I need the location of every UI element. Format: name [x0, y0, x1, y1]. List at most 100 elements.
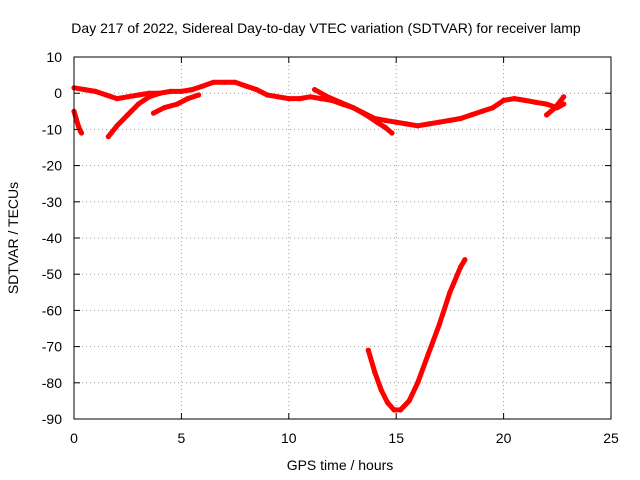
y-tick-label: 0: [54, 85, 62, 101]
y-tick-label: -90: [42, 411, 62, 427]
series-line-track-c: [105, 79, 567, 140]
data-point: [312, 87, 318, 93]
data-point: [404, 121, 410, 127]
x-axis-label: GPS time / hours: [287, 457, 394, 473]
data-point: [264, 92, 270, 98]
data-point: [75, 123, 81, 129]
data-point: [146, 94, 152, 100]
data-point: [552, 105, 558, 111]
y-tick-label: -20: [42, 158, 62, 174]
data-point: [415, 123, 421, 129]
data-point: [221, 79, 227, 85]
y-tick-label: 10: [46, 49, 62, 65]
data-point: [232, 79, 238, 85]
data-point: [436, 322, 442, 328]
x-tick-label: 15: [388, 430, 404, 446]
y-tick-label: -80: [42, 375, 62, 391]
data-point: [436, 119, 442, 125]
data-point: [105, 134, 111, 140]
data-point: [544, 112, 550, 118]
x-tick-label: 5: [178, 430, 186, 446]
data-point: [185, 96, 191, 102]
data-point: [168, 88, 174, 94]
data-point: [372, 369, 378, 375]
data-point: [382, 125, 389, 131]
data-point: [125, 94, 131, 100]
y-tick-label: -60: [42, 302, 62, 318]
data-point: [82, 87, 88, 93]
grid: [74, 57, 611, 419]
data-point: [286, 96, 292, 102]
data-point: [161, 105, 167, 111]
data-point: [479, 108, 485, 114]
data-point: [243, 83, 249, 89]
data-point: [391, 407, 397, 413]
y-axis-label: SDTVAR / TECUs: [5, 182, 21, 294]
data-point: [544, 101, 550, 107]
data-point: [490, 105, 496, 111]
data-point: [385, 400, 391, 406]
data-point: [561, 94, 567, 100]
data-point: [425, 351, 431, 357]
chart-title: Day 217 of 2022, Sidereal Day-to-day VTE…: [71, 20, 581, 36]
data-point: [211, 79, 217, 85]
data-point: [178, 88, 184, 94]
y-tick-label: -30: [42, 194, 62, 210]
data-point: [425, 121, 431, 127]
data-point: [337, 99, 343, 105]
data-point: [92, 88, 99, 94]
data-point: [468, 112, 474, 118]
data-point: [458, 264, 464, 270]
data-point: [462, 257, 468, 263]
data-point: [200, 83, 206, 89]
x-tick-label: 20: [496, 430, 512, 446]
y-tick-label: -50: [42, 266, 62, 282]
data-point: [501, 97, 507, 103]
data-point: [378, 387, 384, 393]
data-point: [561, 101, 567, 107]
data-point: [397, 407, 404, 413]
series-line-track-g: [365, 257, 468, 413]
data-point: [406, 398, 412, 404]
data-point: [363, 112, 369, 118]
data-point: [296, 96, 303, 102]
data-point: [365, 347, 371, 353]
data-point: [114, 123, 120, 129]
data-point: [522, 97, 528, 103]
data-point: [318, 96, 324, 102]
data-point: [174, 101, 180, 107]
data-point: [150, 110, 157, 116]
x-tick-label: 10: [281, 430, 297, 446]
data-point: [389, 130, 395, 136]
data-point: [103, 92, 109, 98]
data-point: [135, 92, 141, 98]
data-point: [125, 112, 131, 118]
data-point: [350, 105, 356, 111]
data-point: [307, 94, 313, 100]
data-point: [78, 130, 85, 136]
data-point: [374, 119, 380, 125]
y-tick-label: -40: [42, 230, 62, 246]
y-tick-label: -10: [42, 121, 62, 137]
data-point: [254, 87, 260, 93]
data-point: [447, 289, 453, 295]
data-point: [157, 90, 163, 96]
y-tick-label: -70: [42, 339, 62, 355]
data-point: [114, 96, 120, 102]
axis-ticks: 0 5 10 15 20 25 10 0 -10 -20 -30 -40 -50 -60 -70 -80 -90: [42, 49, 619, 446]
data-point: [73, 115, 79, 122]
data-point: [382, 117, 389, 123]
data-point: [533, 99, 539, 105]
data-point: [415, 380, 421, 386]
data-point: [275, 94, 281, 100]
data-point: [458, 115, 464, 122]
data-point: [135, 101, 141, 107]
data-point: [189, 87, 195, 93]
plot-area: [71, 79, 567, 413]
data-point: [511, 96, 517, 102]
data-point: [324, 94, 331, 100]
x-tick-label: 0: [70, 430, 78, 446]
x-tick-label: 25: [603, 430, 619, 446]
data-point: [196, 92, 202, 98]
